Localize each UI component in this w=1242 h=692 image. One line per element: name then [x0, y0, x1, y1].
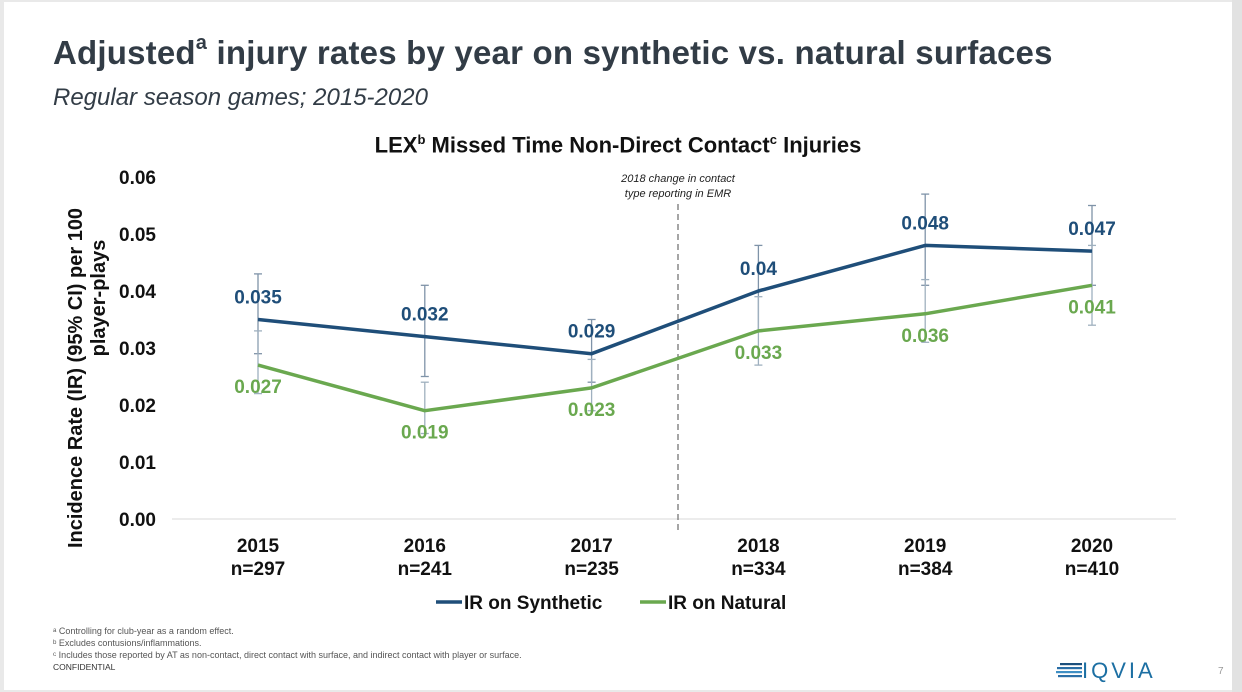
data-label-natural: 0.041 [1068, 297, 1116, 318]
annotation-text: type reporting in EMR [625, 188, 731, 200]
slide-subtitle: Regular season games; 2015-2020 [53, 84, 428, 111]
footnote-a: ᵃ Controlling for club-year as a random … [53, 626, 234, 636]
y-tick-label: 0.03 [119, 339, 156, 360]
iqvia-stripes-icon [1056, 663, 1082, 678]
y-axis-label-line2: player-plays [88, 240, 110, 357]
y-tick-label: 0.02 [119, 396, 156, 417]
y-tick-label: 0.01 [119, 453, 156, 474]
x-tick-label: 2018 [737, 536, 779, 557]
footnote-b: ᵇ Excludes contusions/inflammations. [53, 638, 202, 648]
page-number: 7 [1218, 666, 1224, 677]
data-label-natural: 0.023 [568, 400, 616, 421]
legend-label: IR on Synthetic [464, 593, 603, 614]
x-tick-label: 2017 [570, 536, 612, 557]
x-tick-label: 2019 [904, 536, 946, 557]
x-tick-label: 2016 [404, 536, 446, 557]
chart-title-part: Missed Time Non-Direct Contact [425, 132, 770, 158]
data-label-synthetic: 0.029 [568, 322, 616, 343]
x-tick-n-label: n=384 [898, 559, 953, 580]
x-tick-n-label: n=334 [731, 559, 786, 580]
footnote-c: ᶜ Includes those reported by AT as non-c… [53, 650, 522, 660]
x-tick-n-label: n=235 [564, 559, 619, 580]
data-label-synthetic: 0.032 [401, 305, 449, 326]
y-tick-label: 0.05 [119, 225, 156, 246]
title-footnote-marker: a [195, 32, 208, 54]
data-label-synthetic: 0.048 [901, 213, 949, 234]
x-tick-label: 2020 [1071, 536, 1113, 557]
window-edge [1232, 0, 1242, 692]
x-tick-n-label: n=297 [231, 559, 285, 580]
logo-text: IQVIA [1082, 658, 1156, 683]
title-text-rest: injury rates by year on synthetic vs. na… [207, 34, 1053, 71]
data-label-synthetic: 0.035 [234, 288, 282, 309]
chart-title-sup: c [769, 132, 777, 147]
chart-title: LEXb Missed Time Non-Direct Contactc Inj… [4, 132, 1232, 158]
y-tick-label: 0.06 [119, 168, 156, 189]
chart-title-part: Injuries [776, 132, 862, 158]
y-tick-label: 0.00 [119, 510, 156, 531]
data-label-natural: 0.036 [901, 326, 949, 347]
x-tick-n-label: n=410 [1065, 559, 1119, 580]
series-line-synthetic [257, 243, 1093, 356]
x-tick-label: 2015 [237, 536, 280, 557]
y-axis-label: Incidence Rate (IR) (95% CI) per 100 [65, 208, 87, 548]
iqvia-logo: IQVIA [1056, 658, 1156, 684]
chart-title-part: LEX [374, 132, 418, 158]
data-label-natural: 0.019 [401, 423, 449, 444]
slide-title: Adjusteda injury rates by year on synthe… [53, 32, 1053, 72]
data-label-natural: 0.027 [234, 377, 282, 398]
annotation-text: 2018 change in contact [620, 173, 736, 185]
y-tick-label: 0.04 [119, 282, 156, 303]
line-chart: 0.00 0.01 0.02 0.03 0.04 0.05 0.06 Incidence Ra… [65, 168, 1176, 614]
data-label-synthetic: 0.047 [1068, 219, 1116, 240]
confidential-label: CONFIDENTIAL [53, 662, 116, 672]
slide: Adjusteda injury rates by year on synthe… [4, 2, 1232, 690]
data-label-synthetic: 0.04 [740, 259, 777, 280]
legend-label: IR on Natural [668, 593, 786, 614]
footnotes: ᵃ Controlling for club-year as a random … [53, 625, 522, 673]
chart-title-sup: b [417, 132, 426, 147]
title-text: Adjusted [53, 34, 196, 71]
data-label-natural: 0.033 [735, 343, 783, 364]
x-tick-n-label: n=241 [398, 559, 453, 580]
series-line-natural [257, 283, 1093, 413]
